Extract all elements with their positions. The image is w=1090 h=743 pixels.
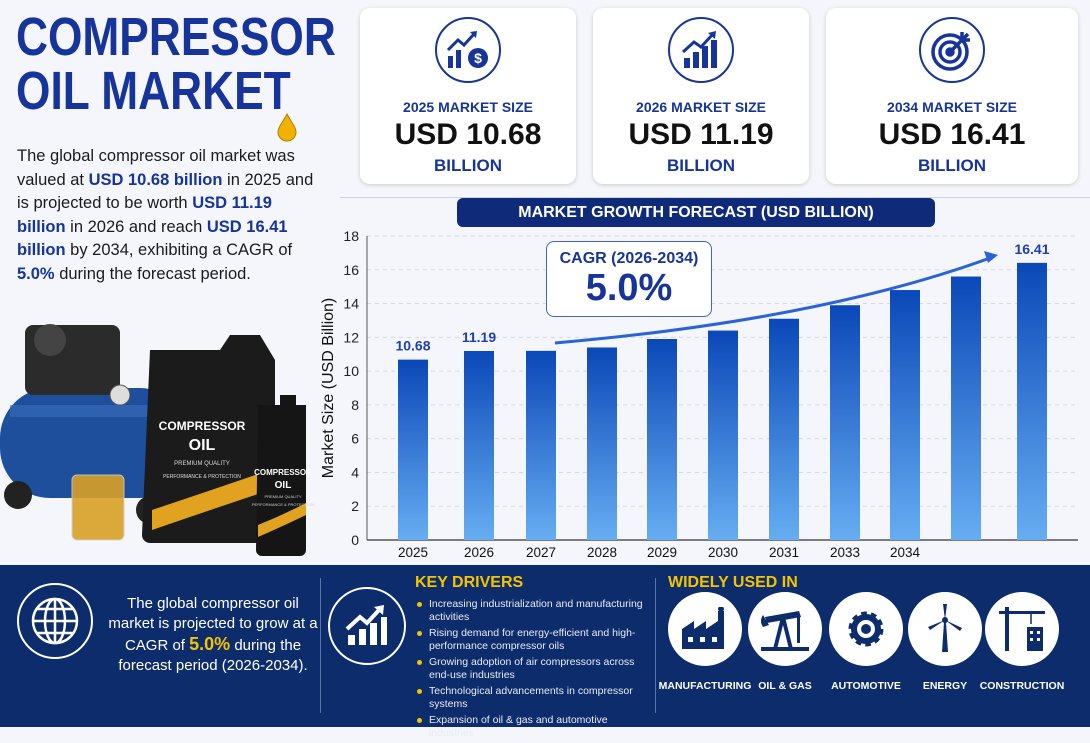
divider (320, 578, 321, 713)
bar (587, 347, 617, 540)
drivers-list: Increasing industrialization and manufac… (415, 598, 655, 743)
svg-text:PERFORMANCE & PROTECTION: PERFORMANCE & PROTECTION (163, 474, 241, 480)
x-tick-label: 2030 (708, 545, 738, 560)
y-tick-label: 14 (343, 296, 359, 312)
gear-icon (829, 592, 903, 666)
trend-arrow (554, 256, 991, 345)
y-tick-label: 4 (351, 464, 359, 480)
bar (1017, 262, 1047, 540)
growth-dollar-icon: $ (435, 17, 501, 83)
svg-text:PREMIUM QUALITY: PREMIUM QUALITY (264, 494, 301, 499)
use-label: OIL & GAS (758, 680, 812, 692)
arrow-head (984, 251, 998, 263)
divider (655, 578, 656, 713)
y-tick-label: 8 (351, 397, 359, 413)
drivers-title: KEY DRIVERS (415, 574, 524, 591)
y-tick-label: 16 (343, 262, 359, 278)
chart-title: MARKET GROWTH FORECAST (USD BILLION) (457, 198, 935, 227)
globe-icon (17, 583, 93, 659)
x-tick-label: 2029 (647, 545, 677, 560)
use-label: ENERGY (922, 680, 968, 692)
bar-growth-icon (668, 17, 734, 83)
bar (951, 276, 981, 540)
y-tick-label: 6 (351, 431, 359, 447)
svg-text:COMPRESSOR: COMPRESSOR (159, 419, 246, 433)
y-tick-label: 18 (343, 228, 359, 244)
data-label: 10.68 (395, 338, 430, 354)
market-size-card: $2025 MARKET SIZE USD 10.68 BILLION (360, 8, 576, 184)
svg-text:PREMIUM QUALITY: PREMIUM QUALITY (174, 461, 230, 467)
x-tick-label: 2028 (587, 545, 617, 560)
driver-item: Rising demand for energy-efficient and h… (415, 627, 655, 652)
x-tick-label: 2025 (398, 545, 428, 560)
y-tick-label: 12 (343, 329, 359, 345)
svg-text:$: $ (474, 50, 482, 66)
y-axis-label: Market Size (USD Billion) (320, 298, 337, 478)
market-size-card: 2034 MARKET SIZE USD 16.41 BILLION (826, 8, 1078, 184)
use-label: MANUFACTURING (658, 680, 752, 692)
x-tick-label: 2031 (769, 545, 799, 560)
y-tick-label: 2 (351, 498, 359, 514)
bar (647, 339, 677, 540)
bar (526, 350, 556, 540)
driver-item: Growing adoption of air compressors acro… (415, 656, 655, 681)
product-image: COMPRESSOR OIL PREMIUM QUALITY PERFORMAN… (0, 324, 314, 556)
bar (830, 305, 860, 540)
data-label: 11.19 (462, 329, 496, 345)
bottom-panel (0, 565, 1090, 727)
x-tick-label: 2033 (830, 545, 860, 560)
driver-item: Increasing industrialization and manufac… (415, 598, 655, 623)
svg-text:COMPRESSOR: COMPRESSOR (254, 468, 312, 477)
bar (890, 290, 920, 540)
x-tick-label: 2026 (464, 545, 494, 560)
divider (340, 197, 1090, 198)
x-tick-label: 2034 (890, 545, 921, 560)
growth-chart-icon (328, 587, 406, 665)
bar (398, 359, 428, 540)
bar (769, 318, 799, 540)
bar (464, 351, 494, 540)
use-label: AUTOMOTIVE (831, 680, 901, 692)
factory-icon (668, 592, 742, 666)
x-tick-label: 2027 (526, 545, 556, 560)
market-size-card: 2026 MARKET SIZE USD 11.19 BILLION (593, 8, 809, 184)
oil-pump-icon (748, 592, 822, 666)
summary-text: The global compressor oil market is proj… (108, 595, 318, 674)
svg-text:OIL: OIL (189, 437, 216, 454)
data-label: 16.41 (1014, 241, 1049, 257)
oil-drop-icon (277, 112, 297, 142)
y-tick-label: 0 (351, 532, 359, 548)
bar-chart: 0 2 4 6 8 10 12 14 16 18 Market Size (USD Billion)… (320, 228, 1078, 560)
driver-item: Technological advancements in compressor… (415, 685, 655, 710)
wind-turbine-icon (908, 592, 982, 666)
intro-text: The global compressor oil market was val… (17, 147, 314, 283)
page-title: COMPRESSOR OIL MARKET (16, 7, 336, 121)
svg-text:OIL: OIL (275, 480, 292, 491)
bar (708, 330, 738, 540)
svg-text:PERFORMANCE & PROTECTION: PERFORMANCE & PROTECTION (252, 502, 314, 507)
crane-icon (985, 592, 1059, 666)
target-icon (919, 17, 985, 83)
cagr-callout: CAGR (2026-2034) 5.0% (546, 241, 712, 317)
uses-title: WIDELY USED IN (668, 574, 798, 591)
y-tick-label: 10 (343, 363, 359, 379)
use-label: CONSTRUCTION (979, 680, 1065, 692)
